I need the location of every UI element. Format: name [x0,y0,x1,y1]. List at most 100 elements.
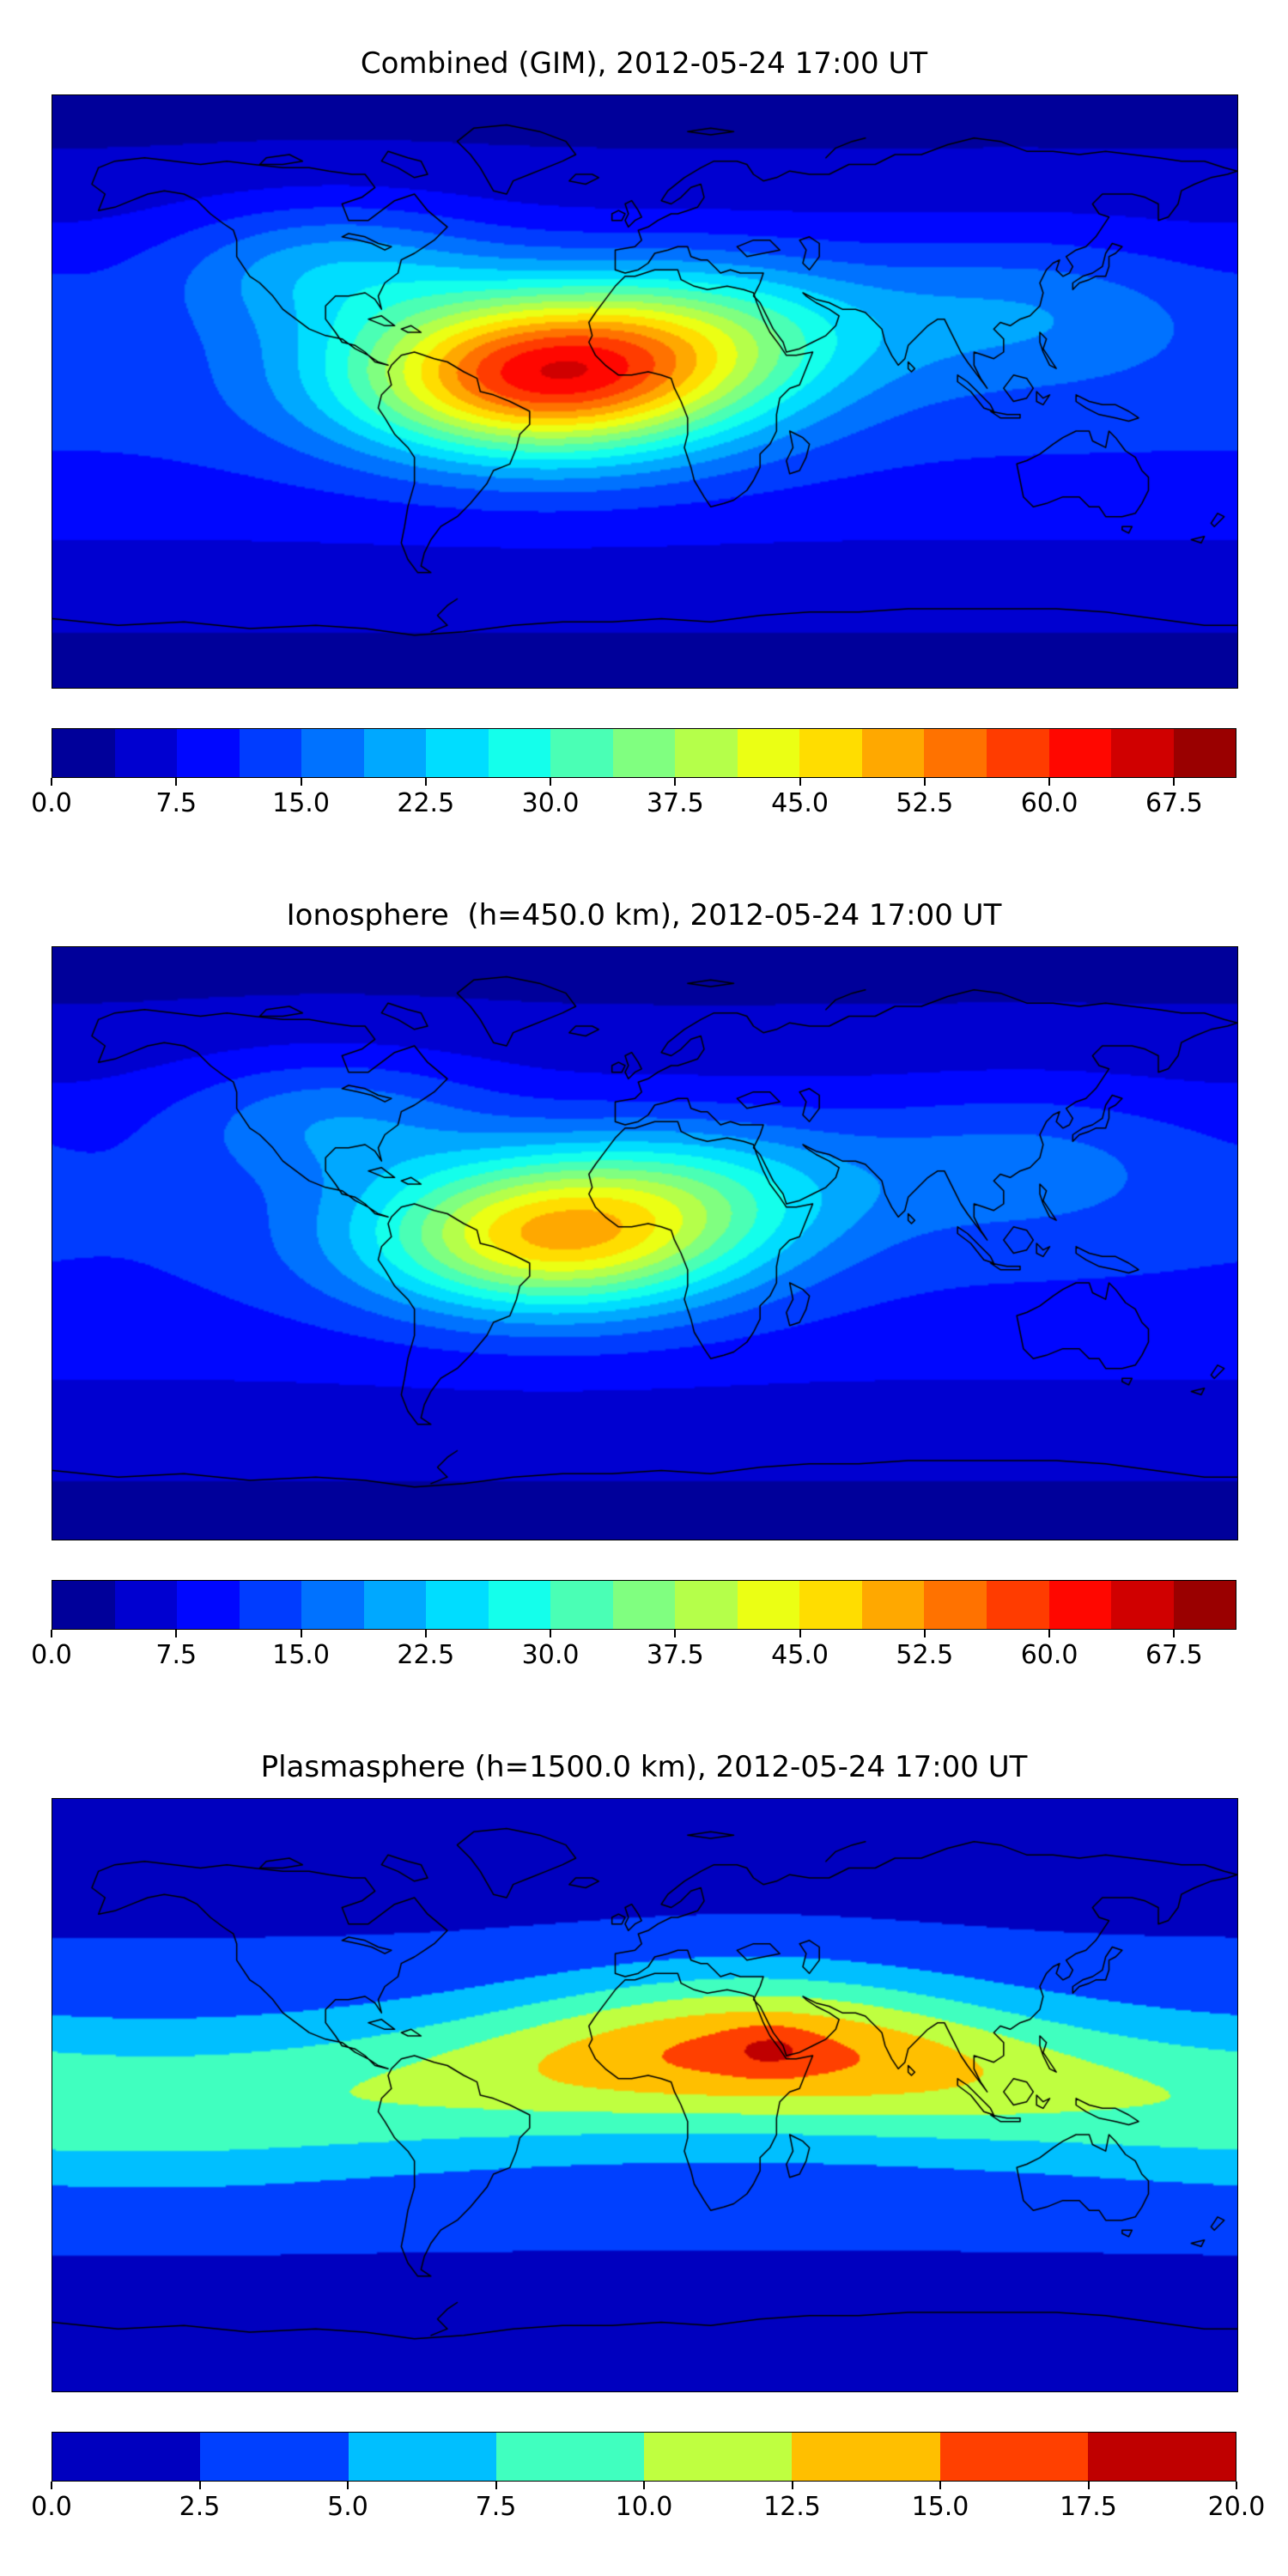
colorbar-combined [52,728,1236,778]
panel-ionosphere: Ionosphere (h=450.0 km), 2012-05-24 17:0… [31,821,1238,1673]
colorbar-segment [348,2433,496,2481]
colorbar-tick-label: 15.0 [272,788,330,818]
colorbar-tick-mark [51,778,52,786]
colorbar-tick-mark [643,2482,645,2489]
colorbar-segment [675,1581,738,1629]
colorbar-tick-label: 45.0 [771,788,829,818]
colorbar-tick-mark [550,778,552,786]
colorbar-segment [301,729,364,777]
colorbar-segment [1173,729,1236,777]
colorbar-segment [239,1581,302,1629]
colorbar-segment [177,729,240,777]
colorbar-segment [495,2433,644,2481]
colorbar-tick-mark [799,1630,801,1637]
colorbar-segment [363,729,427,777]
colorbar-tick-mark [51,2482,52,2489]
colorbar-tick-mark [495,2482,497,2489]
colorbar-tick-mark [923,1630,926,1637]
world-tec-map-combined [52,94,1238,689]
panel-title: Ionosphere (h=450.0 km), 2012-05-24 17:0… [286,898,1002,933]
colorbar-tick-mark [1236,2482,1237,2489]
colorbar-tick-label: 15.0 [272,1640,330,1670]
colorbar-tick-label: 52.5 [896,1640,954,1670]
colorbar-segment [550,729,613,777]
colorbar-segment [301,1581,364,1629]
colorbar-tick-label: 15.0 [911,2492,969,2522]
world-tec-map-plasmasphere [52,1798,1238,2392]
colorbar-tick-label: 0.0 [31,2492,72,2522]
colorbar-tick-mark [791,2482,793,2489]
colorbar-tick-label: 60.0 [1020,788,1078,818]
panel-title: Plasmasphere (h=1500.0 km), 2012-05-24 1… [260,1750,1028,1784]
colorbar-segment [939,2433,1088,2481]
colorbar-segment [177,1581,240,1629]
colorbar-segment [550,1581,613,1629]
colorbar-tick-label: 67.5 [1145,788,1203,818]
colorbar-segment [675,729,738,777]
colorbar-tick-label: 45.0 [771,1640,829,1670]
colorbar-segment [1173,1581,1236,1629]
colorbar-tick-label: 12.5 [763,2492,821,2522]
colorbar-segment [114,1581,178,1629]
colorbar-tick-label: 60.0 [1020,1640,1078,1670]
colorbar-tick-mark [424,1630,427,1637]
colorbar-segment [239,729,302,777]
colorbar-ticks-combined: 0.0 7.5 15.0 22.5 30.0 37.5 45.0 52.5 60.0 67.5 [31,778,1236,821]
colorbar-segment [114,729,178,777]
colorbar-tick-mark [347,2482,349,2489]
world-tec-map-ionosphere [52,946,1238,1540]
colorbar-tick-mark [198,2482,201,2489]
colorbar-tick-label: 0.0 [31,788,72,818]
colorbar-segment [799,1581,862,1629]
colorbar-segment [52,729,115,777]
colorbar-segment [986,1581,1049,1629]
colorbar-tick-mark [51,1630,52,1637]
colorbar-segment [986,729,1049,777]
colorbar-tick-label: 22.5 [397,1640,455,1670]
colorbar-tick-label: 10.0 [615,2492,673,2522]
colorbar-segment [200,2433,349,2481]
colorbar-tick-label: 37.5 [646,1640,704,1670]
colorbar-segment [644,2433,793,2481]
colorbar-segment [737,1581,800,1629]
colorbar-tick-mark [799,778,801,786]
colorbar-tick-mark [300,778,302,786]
colorbar-segment [52,2433,201,2481]
colorbar-tick-mark [674,1630,677,1637]
colorbar-tick-label: 5.0 [327,2492,368,2522]
colorbar-tick-label: 67.5 [1145,1640,1203,1670]
colorbar-tick-label: 7.5 [155,1640,197,1670]
colorbar-segment [737,729,800,777]
colorbar-tick-label: 52.5 [896,788,954,818]
colorbar-segment [792,2433,940,2481]
colorbar-plasmasphere [52,2432,1236,2482]
colorbar-tick-mark [424,778,427,786]
colorbar-segment [861,1581,925,1629]
colorbar-segment [861,729,925,777]
colorbar-tick-label: 20.0 [1207,2492,1266,2522]
colorbar-tick-mark [550,1630,552,1637]
colorbar-tick-mark [923,778,926,786]
colorbar-ticks-plasmasphere: 0.0 2.5 5.0 7.5 10.0 12.5 15.0 17.5 20.0 [31,2482,1265,2524]
colorbar-segment [488,729,551,777]
panel-title: Combined (GIM), 2012-05-24 17:00 UT [360,46,928,81]
colorbar-segment [52,1581,115,1629]
colorbar-segment [488,1581,551,1629]
colorbar-tick-mark [1173,1630,1176,1637]
colorbar-segment [363,1581,427,1629]
colorbar-tick-mark [1087,2482,1090,2489]
colorbar-tick-mark [175,1630,178,1637]
colorbar-ionosphere [52,1580,1236,1630]
colorbar-tick-label: 7.5 [475,2492,517,2522]
colorbar-segment [1048,1581,1112,1629]
colorbar-segment [924,729,987,777]
colorbar-tick-label: 7.5 [155,788,197,818]
colorbar-tick-mark [939,2482,941,2489]
colorbar-ticks-ionosphere: 0.0 7.5 15.0 22.5 30.0 37.5 45.0 52.5 60.0 67.5 [31,1630,1236,1673]
colorbar-segment [1048,729,1112,777]
colorbar-tick-mark [674,778,677,786]
colorbar-segment [1087,2433,1236,2481]
colorbar-tick-mark [175,778,178,786]
colorbar-tick-mark [1173,778,1176,786]
colorbar-segment [924,1581,987,1629]
